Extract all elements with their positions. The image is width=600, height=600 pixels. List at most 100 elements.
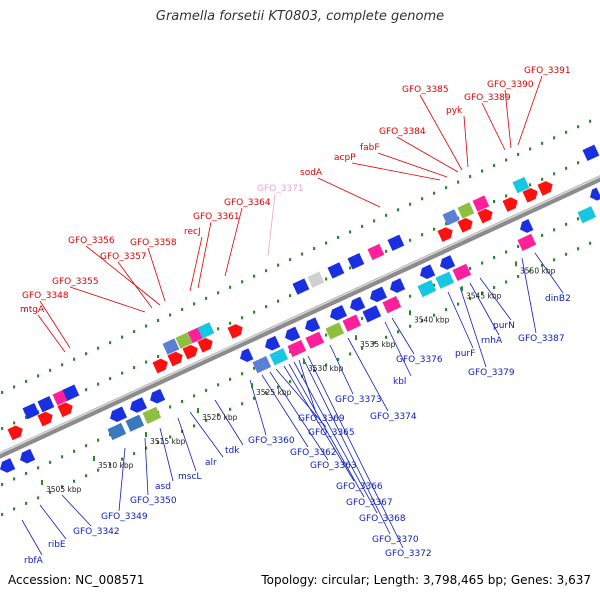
guide-dot xyxy=(409,294,412,298)
guide-dot xyxy=(325,333,328,337)
guide-dot xyxy=(229,321,232,325)
guide-dot xyxy=(493,286,496,290)
guide-dot xyxy=(37,496,40,500)
gene-labels: mtgA GFO_3348 GFO_3355 GFO_3357 GFO_3356 GFO_… xyxy=(20,66,571,566)
gene-block-upper xyxy=(387,234,405,251)
kbp-tick-label: 3545 kbp xyxy=(466,291,502,300)
guide-dot xyxy=(505,158,508,162)
guide-dot xyxy=(481,261,484,265)
kbp-tick-mark xyxy=(93,456,95,462)
label-leader-line xyxy=(521,257,537,334)
guide-dot xyxy=(277,299,280,303)
label-leader-line xyxy=(177,417,197,472)
forward-gene-red xyxy=(477,208,493,224)
kbp-tick-label: 3515 kbp xyxy=(150,437,186,446)
guide-dot xyxy=(25,379,28,383)
gene-block-lower xyxy=(342,314,362,332)
gene-label-gfo-3356: GFO_3356 xyxy=(68,236,115,246)
guide-dot xyxy=(385,249,388,253)
guide-dot xyxy=(265,269,268,273)
gene-label-purn: purN xyxy=(493,321,515,331)
gene-arrow xyxy=(522,187,538,203)
gene-label-gfo-3349: GFO_3349 xyxy=(101,512,148,522)
label-leader-line xyxy=(147,247,166,302)
label-leader-line xyxy=(85,245,161,306)
gene-block xyxy=(512,176,530,194)
guide-dot xyxy=(565,130,568,134)
guide-dot xyxy=(217,413,220,417)
guide-dot xyxy=(289,380,292,384)
gene-label-gfo-3391: GFO_3391 xyxy=(524,66,571,76)
gene-block xyxy=(252,356,272,374)
guide-dot xyxy=(13,421,16,425)
guide-dot xyxy=(193,424,196,428)
guide-dot xyxy=(553,228,556,232)
gene-arrow xyxy=(350,296,366,312)
guide-dot xyxy=(541,141,544,145)
guide-dot xyxy=(517,152,520,156)
kbp-tick-mark xyxy=(251,383,253,389)
guide-dot xyxy=(349,230,352,234)
gene-block xyxy=(367,243,385,261)
guide-dot xyxy=(13,477,16,481)
kbp-tick-label: 3530 kbp xyxy=(308,364,344,373)
reverse-gene-blue xyxy=(20,448,36,464)
gene-block xyxy=(577,206,597,224)
label-leader-line xyxy=(39,504,67,540)
gene-arrow xyxy=(110,406,128,422)
kbp-tick-mark xyxy=(145,432,147,438)
gene-arrow xyxy=(502,197,518,212)
guide-dot xyxy=(133,366,136,370)
reverse-gene-blue xyxy=(590,187,600,201)
guide-dot xyxy=(325,277,328,281)
guide-dot xyxy=(121,457,124,461)
guide-dot xyxy=(61,363,64,367)
gene-block-lower xyxy=(382,296,402,314)
guide-dot xyxy=(313,369,316,373)
label-leader-line xyxy=(469,282,500,336)
gene-block xyxy=(342,314,362,332)
guide-dot xyxy=(25,415,28,419)
gene-label-gfo-3357: GFO_3357 xyxy=(100,252,147,262)
gene-label-gfo-3373: GFO_3373 xyxy=(335,395,382,405)
kbp-tick-mark xyxy=(461,286,463,292)
guide-dot xyxy=(277,263,280,267)
gene-block xyxy=(452,263,472,281)
label-leader-line xyxy=(534,252,564,294)
guide-dot xyxy=(469,267,472,271)
genome-summary-text: Topology: circular; Length: 3,798,465 bp… xyxy=(261,573,591,587)
gene-arrow xyxy=(0,458,16,473)
forward-gene-red xyxy=(457,217,473,233)
gene-label-soda: sodA xyxy=(300,168,323,178)
forward-gene-red xyxy=(152,358,168,374)
guide-dot xyxy=(361,316,364,320)
label-leader-lines xyxy=(21,75,564,556)
guide-dot xyxy=(253,396,256,400)
gene-block xyxy=(292,278,310,295)
guide-dot xyxy=(145,446,148,450)
gene-block-upper xyxy=(347,253,365,270)
guide-dot xyxy=(457,302,460,306)
gene-block-upper xyxy=(37,396,55,413)
guide-dot xyxy=(37,466,40,470)
gene-features xyxy=(0,144,600,473)
gene-block-lower xyxy=(435,271,455,289)
gene-block-lower xyxy=(252,356,272,374)
guide-dot xyxy=(73,449,76,453)
label-leader-line xyxy=(463,115,469,168)
label-leader-line xyxy=(189,236,203,292)
guide-dot xyxy=(433,227,436,231)
gene-label-gfo-3384: GFO_3384 xyxy=(379,127,426,137)
guide-dot xyxy=(157,319,160,323)
guide-dot xyxy=(241,402,244,406)
label-leader-line xyxy=(384,321,412,377)
guide-dot xyxy=(421,197,424,201)
gene-label-gfo-3355: GFO_3355 xyxy=(52,277,99,287)
guide-dot xyxy=(493,164,496,168)
gene-block xyxy=(142,406,162,424)
guide-dot xyxy=(469,297,472,301)
backbone-highlight xyxy=(0,175,600,455)
gene-arrow xyxy=(420,264,436,279)
forward-gene-red xyxy=(182,344,198,360)
reverse-gene-blue xyxy=(330,305,348,321)
